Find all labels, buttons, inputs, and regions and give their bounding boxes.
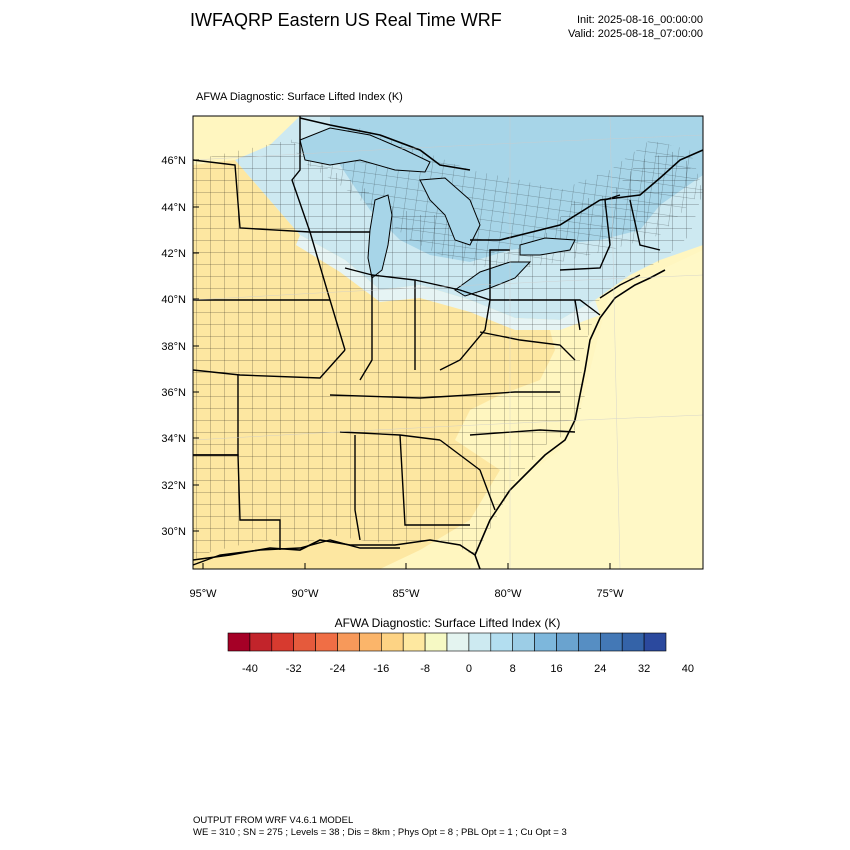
colorbar-swatch [402, 632, 426, 652]
colorbar-swatch [621, 632, 645, 652]
colorbar-swatch [271, 632, 294, 652]
field-ocean [470, 250, 703, 569]
lon-label: 75°W [596, 588, 624, 600]
colorbar-swatch [227, 632, 251, 652]
colorbar-swatch [446, 632, 470, 652]
lake-michigan [367, 194, 393, 279]
lake-superior [299, 127, 431, 173]
lat-label: 42°N [161, 248, 186, 260]
colorbar-swatch [643, 632, 667, 652]
valid-time: Valid: 2025-08-18_07:00:00 [568, 28, 703, 40]
colorbar-swatch [468, 632, 492, 652]
map-frame [192, 115, 704, 570]
colorbar-swatch [249, 632, 273, 652]
colorbar-tick-label: 40 [681, 663, 695, 675]
graticule [193, 116, 703, 569]
longitude-axis: 95°W 90°W 85°W 80°W 75°W [189, 563, 624, 600]
colorbar-swatch [337, 632, 360, 652]
lat-label: 44°N [161, 202, 186, 214]
lat-label: 34°N [161, 433, 186, 445]
colorbar-tick-label: -24 [329, 663, 346, 675]
colorbar-swatch [578, 632, 601, 652]
colorbar-tick-label: -8 [420, 663, 430, 675]
colorbar-tick-label: 24 [594, 663, 607, 675]
colorbar-swatch [556, 632, 579, 652]
colorbar-swatch [359, 632, 382, 652]
colorbar-swatch [490, 632, 513, 652]
coastline [193, 117, 703, 569]
lat-label: 32°N [161, 480, 186, 492]
colorbar-tick-label: 32 [637, 663, 651, 675]
map-panel [193, 116, 703, 569]
lake-ontario [519, 237, 576, 256]
colorbar-tick-label: 0 [465, 663, 472, 675]
colorbar-title: AFWA Diagnostic: Surface Lifted Index (K… [334, 616, 561, 630]
lon-label: 90°W [291, 588, 319, 600]
model-info-line-2: WE = 310 ; SN = 275 ; Levels = 38 ; Dis … [193, 827, 567, 838]
lat-label: 30°N [161, 526, 186, 538]
lat-label: 38°N [161, 341, 186, 353]
lat-label: 36°N [161, 387, 186, 399]
plot-title: AFWA Diagnostic: Surface Lifted Index (K… [196, 91, 403, 103]
colorbar-swatch [293, 632, 316, 652]
colorbar-tick-label: -16 [373, 663, 390, 675]
init-time: Init: 2025-08-16_00:00:00 [577, 14, 703, 26]
colorbar-swatch [424, 632, 448, 652]
colorbar-swatch [599, 632, 623, 652]
colorbar-tick-label: 8 [509, 663, 516, 675]
main-title: IWFAQRP Eastern US Real Time WRF [190, 10, 502, 30]
lon-label: 80°W [494, 588, 522, 600]
latitude-axis: 46°N 44°N 42°N 40°N 38°N 36°N 34°N 32°N 30°N [161, 155, 199, 538]
colorbar-tick-label: 16 [550, 663, 563, 675]
lon-label: 85°W [392, 588, 420, 600]
lat-label: 46°N [161, 155, 186, 167]
colorbar-swatch [512, 632, 535, 652]
colorbar-tick-label: -40 [241, 663, 258, 675]
lake-huron [419, 177, 481, 246]
colorbar-swatch [534, 632, 557, 652]
lat-label: 40°N [161, 294, 186, 306]
great-lakes [299, 127, 576, 297]
colorbar [227, 632, 667, 652]
model-info-line-1: OUTPUT FROM WRF V4.6.1 MODEL [193, 815, 354, 826]
colorbar-swatch [380, 632, 404, 652]
lon-label: 95°W [189, 588, 217, 600]
lake-erie [454, 261, 532, 297]
colorbar-swatch [315, 632, 338, 652]
colorbar-tick-label: -32 [285, 663, 302, 675]
state-boundaries [193, 116, 661, 566]
